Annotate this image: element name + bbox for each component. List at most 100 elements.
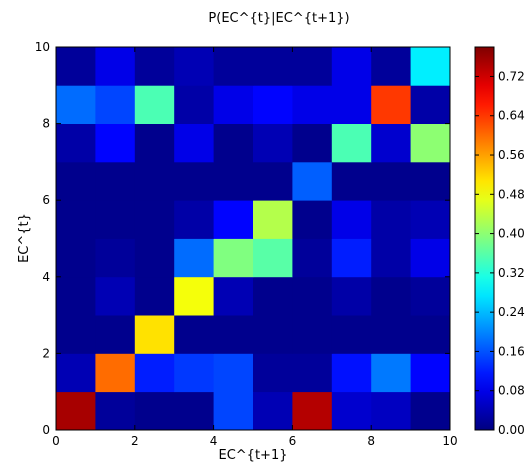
heatmap-cell bbox=[174, 276, 214, 316]
y-tick-label: 8 bbox=[42, 117, 50, 131]
heatmap-cell bbox=[331, 85, 372, 124]
heatmap-cell bbox=[56, 123, 96, 163]
heatmap-cell bbox=[174, 238, 214, 278]
heatmap-cell bbox=[331, 47, 372, 86]
heatmap-cell bbox=[253, 85, 293, 124]
heatmap-cell bbox=[331, 123, 372, 163]
heatmap-cell bbox=[95, 315, 136, 354]
heatmap-cell bbox=[371, 123, 411, 163]
heatmap-cell bbox=[174, 200, 214, 239]
colorbar-tick-label: 0.16 bbox=[498, 344, 525, 358]
heatmap-cell bbox=[213, 238, 254, 278]
heatmap-cell bbox=[253, 200, 293, 239]
heatmap-cell bbox=[371, 161, 411, 201]
heatmap-cell bbox=[134, 238, 175, 278]
y-tick-label: 6 bbox=[42, 193, 50, 207]
heatmap-cell bbox=[95, 238, 136, 278]
x-axis-ticks: 0 2 4 6 8 10 bbox=[52, 47, 458, 448]
heatmap-cell bbox=[410, 85, 451, 124]
heatmap-cell bbox=[213, 315, 254, 354]
y-tick-label: 10 bbox=[35, 40, 50, 54]
heatmap-cell bbox=[292, 353, 333, 393]
colorbar-tick-label: 0.24 bbox=[498, 305, 525, 319]
x-tick-label: 10 bbox=[442, 434, 457, 448]
heatmap-cell bbox=[292, 238, 333, 278]
heatmap-cell bbox=[174, 161, 214, 201]
heatmap-cell bbox=[213, 276, 254, 316]
heatmap-cell bbox=[410, 123, 451, 163]
heatmap-cell bbox=[134, 391, 175, 431]
heatmap-cell bbox=[253, 161, 293, 201]
heatmap-cell bbox=[213, 85, 254, 124]
heatmap-cell bbox=[134, 200, 175, 239]
y-tick-label: 4 bbox=[42, 270, 50, 284]
heatmap-cell bbox=[331, 238, 372, 278]
heatmap-cell bbox=[292, 85, 333, 124]
heatmap-cell bbox=[292, 276, 333, 316]
y-tick-label: 2 bbox=[42, 346, 50, 360]
heatmap-cell bbox=[410, 200, 451, 239]
heatmap-cell bbox=[331, 200, 372, 239]
heatmap-cell bbox=[134, 85, 175, 124]
heatmap-cell bbox=[253, 238, 293, 278]
heatmap-cell bbox=[292, 161, 333, 201]
y-axis-ticks: 0 2 4 6 8 10 bbox=[35, 40, 450, 437]
heatmap-cell bbox=[56, 353, 96, 393]
heatmap-cell bbox=[253, 47, 293, 86]
heatmap-cell bbox=[56, 238, 96, 278]
heatmap-cell bbox=[410, 353, 451, 393]
heatmap-cell bbox=[95, 391, 136, 431]
heatmap-cell bbox=[331, 391, 372, 431]
heatmap-cell bbox=[213, 200, 254, 239]
heatmap-cell bbox=[95, 85, 136, 124]
heatmap-cell bbox=[371, 391, 411, 431]
heatmap-cell bbox=[331, 276, 372, 316]
heatmap-cell bbox=[331, 353, 372, 393]
colorbar-tick-label: 0.32 bbox=[498, 266, 525, 280]
heatmap-cell bbox=[292, 47, 333, 86]
x-tick-label: 0 bbox=[52, 434, 60, 448]
heatmap-cell bbox=[134, 123, 175, 163]
heatmap-cell bbox=[410, 238, 451, 278]
heatmap-cell bbox=[56, 391, 96, 431]
heatmap-cell bbox=[292, 315, 333, 354]
heatmap-cell bbox=[56, 161, 96, 201]
plot-frame bbox=[55, 46, 451, 431]
colorbar-tick-label: 0.56 bbox=[498, 148, 525, 162]
heatmap-cell bbox=[410, 391, 451, 431]
heatmap-cell bbox=[56, 47, 96, 86]
x-tick-label: 8 bbox=[367, 434, 375, 448]
heatmap-cell bbox=[410, 315, 451, 354]
heatmap-cell bbox=[371, 315, 411, 354]
colorbar-tick-label: 0.64 bbox=[498, 109, 525, 123]
heatmap-cell bbox=[410, 47, 451, 86]
heatmap-cell bbox=[56, 85, 96, 124]
colorbar-tick-label: 0.00 bbox=[498, 423, 525, 437]
heatmap-cell bbox=[371, 238, 411, 278]
heatmap-cell bbox=[213, 353, 254, 393]
heatmap-cell bbox=[253, 276, 293, 316]
heatmap-cell bbox=[331, 161, 372, 201]
heatmap-cell bbox=[174, 391, 214, 431]
heatmap-cell bbox=[95, 47, 136, 86]
heatmap-cell bbox=[213, 161, 254, 201]
heatmap-cell bbox=[134, 47, 175, 86]
y-axis-label: EC^{t} bbox=[17, 213, 32, 263]
heatmap-cell bbox=[174, 85, 214, 124]
heatmap-cell bbox=[213, 123, 254, 163]
chart-title: P(EC^{t}|EC^{t+1}) bbox=[208, 11, 349, 26]
heatmap-cell bbox=[134, 353, 175, 393]
heatmap-cell bbox=[410, 161, 451, 201]
heatmap-cell bbox=[371, 200, 411, 239]
colorbar-ticks: 0.00 0.08 0.16 0.24 0.32 0.40 0.48 0.56 0.64 0.72 bbox=[475, 69, 525, 437]
heatmap-cells bbox=[56, 47, 451, 431]
heatmap-cell bbox=[292, 391, 333, 431]
y-tick-label: 0 bbox=[42, 423, 50, 437]
heatmap-cell bbox=[371, 47, 411, 86]
heatmap-cell bbox=[371, 276, 411, 316]
heatmap-cell bbox=[56, 276, 96, 316]
x-axis-label: EC^{t+1} bbox=[219, 448, 288, 463]
heatmap-cell bbox=[134, 315, 175, 354]
heatmap-cell bbox=[134, 276, 175, 316]
